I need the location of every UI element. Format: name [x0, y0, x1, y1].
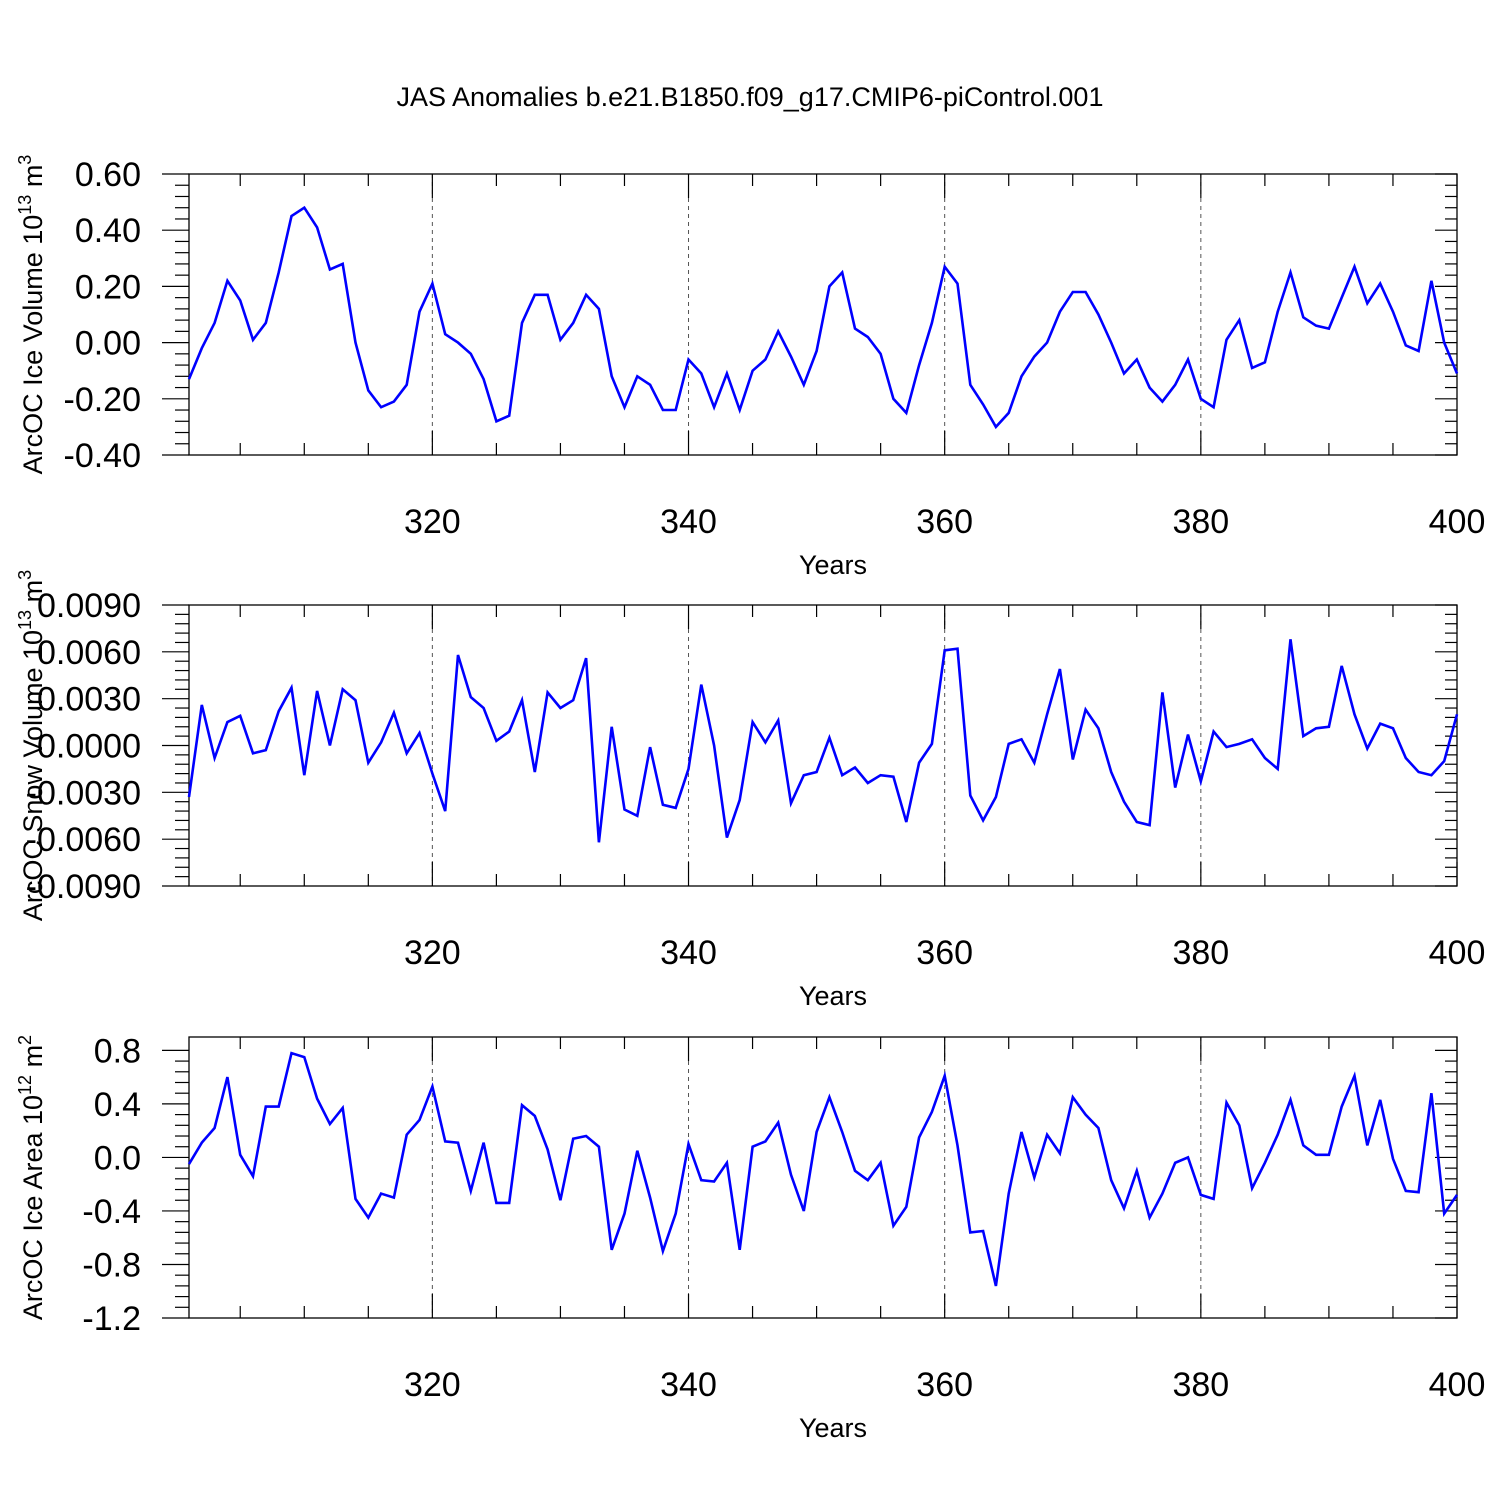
- panel-2: -0.0090 -0.0060 -0.0030 0.0000 0.0030 0.0060 0…: [15, 570, 1485, 1011]
- x-tick-label: 400: [1429, 503, 1486, 541]
- y-tick-label: 0.20: [75, 268, 141, 306]
- y-tick-label: 0.00: [75, 325, 141, 363]
- x-axis-title: Years: [799, 550, 867, 580]
- y-tick-label: -0.0060: [26, 821, 141, 859]
- y-tick-label: 0.0: [94, 1139, 141, 1177]
- y-axis-title: ArcOC Ice Volume 1013 m3: [15, 155, 48, 475]
- y-tick-label: 0.60: [75, 156, 141, 194]
- x-tick-label: 320: [404, 934, 461, 972]
- y-tick-label: 0.40: [75, 212, 141, 250]
- chart-title: JAS Anomalies b.e21.B1850.f09_g17.CMIP6-…: [397, 82, 1104, 112]
- x-axis-title: Years: [799, 1413, 867, 1443]
- x-axis-title: Years: [799, 981, 867, 1011]
- y-tick-label: -0.8: [82, 1246, 141, 1284]
- y-tick-label: 0.0090: [37, 587, 141, 625]
- y-tick-label: -0.0090: [26, 868, 141, 906]
- y-axis-title: ArcOC Ice Area 1012 m2: [15, 1035, 48, 1320]
- y-tick-label: 0.4: [94, 1086, 141, 1124]
- y-tick-label: -0.40: [64, 437, 142, 475]
- x-tick-label: 380: [1172, 503, 1229, 541]
- plot-frame: [188, 1036, 1458, 1319]
- x-tick-label: 400: [1429, 1366, 1486, 1404]
- series-line: [187, 205, 1459, 430]
- y-axis-title: ArcOC Snow Volume 1013 m3: [15, 570, 48, 921]
- y-tick-label: 0.8: [94, 1032, 141, 1070]
- series-line: [187, 639, 1459, 843]
- x-tick-label: 340: [660, 1366, 717, 1404]
- x-tick-label: 320: [404, 503, 461, 541]
- panel-3: -1.2 -0.8 -0.4 0.0 0.4 0.8 320 340 360 380 400 Year…: [15, 1032, 1485, 1443]
- x-tick-label: 360: [916, 934, 973, 972]
- series-line: [187, 1051, 1459, 1287]
- x-tick-label: 400: [1429, 934, 1486, 972]
- x-tick-label: 380: [1172, 1366, 1229, 1404]
- y-tick-label: -0.0030: [26, 774, 141, 812]
- y-tick-label: -0.20: [64, 381, 142, 419]
- plot-frame: [188, 173, 1458, 456]
- x-tick-label: 360: [916, 1366, 973, 1404]
- x-tick-label: 380: [1172, 934, 1229, 972]
- x-tick-label: 360: [916, 503, 973, 541]
- panel-1: -0.40 -0.20 0.00 0.20 0.40 0.60 320 340 360 380 40…: [15, 155, 1485, 580]
- x-tick-label: 320: [404, 1366, 461, 1404]
- x-tick-label: 340: [660, 934, 717, 972]
- y-tick-label: -1.2: [82, 1300, 141, 1338]
- y-tick-label: 0.0000: [37, 728, 141, 766]
- panels-group: -0.40 -0.20 0.00 0.20 0.40 0.60 320 340 360 380 40…: [15, 155, 1485, 1443]
- x-tick-label: 340: [660, 503, 717, 541]
- y-tick-label: 0.0030: [37, 681, 141, 719]
- y-tick-label: -0.4: [82, 1193, 141, 1231]
- y-tick-label: 0.0060: [37, 634, 141, 672]
